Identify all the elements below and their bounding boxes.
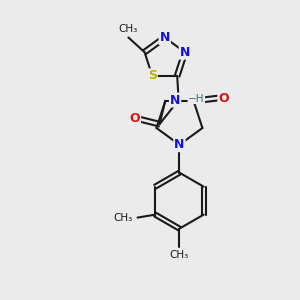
Text: N: N <box>160 31 170 44</box>
Text: O: O <box>218 92 229 105</box>
Text: CH₃: CH₃ <box>113 213 132 223</box>
Text: N: N <box>180 46 190 59</box>
Text: CH₃: CH₃ <box>170 250 189 260</box>
Text: CH₃: CH₃ <box>119 24 138 34</box>
Text: S: S <box>148 69 157 82</box>
Text: N: N <box>174 138 184 151</box>
Text: O: O <box>130 112 140 125</box>
Text: −H: −H <box>188 94 205 103</box>
Text: N: N <box>170 94 180 106</box>
